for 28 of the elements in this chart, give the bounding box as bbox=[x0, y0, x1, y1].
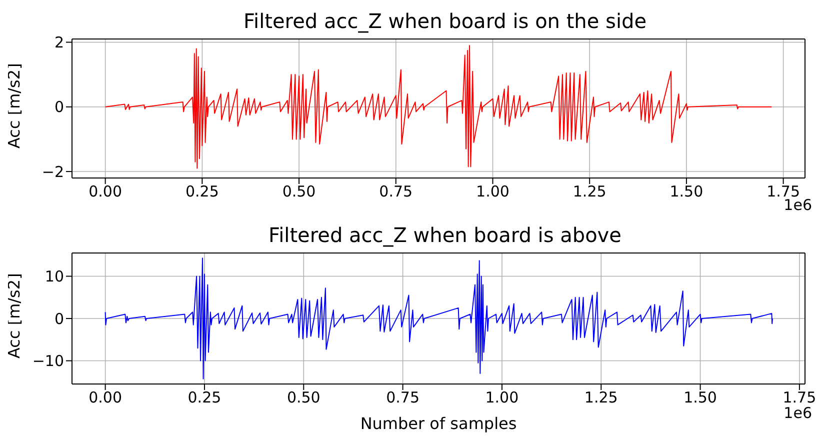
x-tick-label: 1.25 bbox=[572, 182, 606, 201]
x-tick-label: 0.50 bbox=[282, 182, 316, 201]
x-tick-label: 0.00 bbox=[88, 182, 122, 201]
x-tick-label: 1.25 bbox=[584, 388, 618, 407]
x-tick-label: 0.75 bbox=[386, 388, 420, 407]
y-tick-label: 2 bbox=[54, 34, 64, 52]
y-tick-label: 10 bbox=[44, 268, 64, 286]
x-tick-label: 0.25 bbox=[185, 182, 219, 201]
x-tick-label: 1.50 bbox=[684, 388, 717, 407]
text: 1e6 bbox=[784, 404, 812, 422]
x-tick-label: 1.00 bbox=[476, 182, 510, 201]
line-series bbox=[104, 44, 772, 169]
x-tick-label: 0.75 bbox=[379, 182, 413, 201]
x-tick-label: 1.75 bbox=[782, 388, 816, 407]
chart-title: Filtered acc_Z when board is on the side bbox=[242, 8, 648, 34]
x-tick-label: 1.00 bbox=[485, 388, 519, 407]
y-tick-label: −10 bbox=[32, 352, 64, 370]
chart-title: Filtered acc_Z when board is above bbox=[268, 222, 622, 248]
line-series bbox=[104, 258, 773, 380]
y-tick-label: 0 bbox=[54, 310, 64, 328]
y-tick-label: 0 bbox=[54, 98, 64, 116]
y-tick-label: −2 bbox=[42, 162, 64, 181]
x-tick-label: 0.25 bbox=[188, 388, 222, 407]
x-axis-title: Number of samples bbox=[360, 414, 517, 433]
text: 1e6 bbox=[784, 196, 812, 214]
x-tick-label: 0.50 bbox=[286, 388, 320, 407]
x-tick-label: 0.00 bbox=[88, 388, 122, 407]
x-tick-label: 1.50 bbox=[670, 182, 704, 201]
